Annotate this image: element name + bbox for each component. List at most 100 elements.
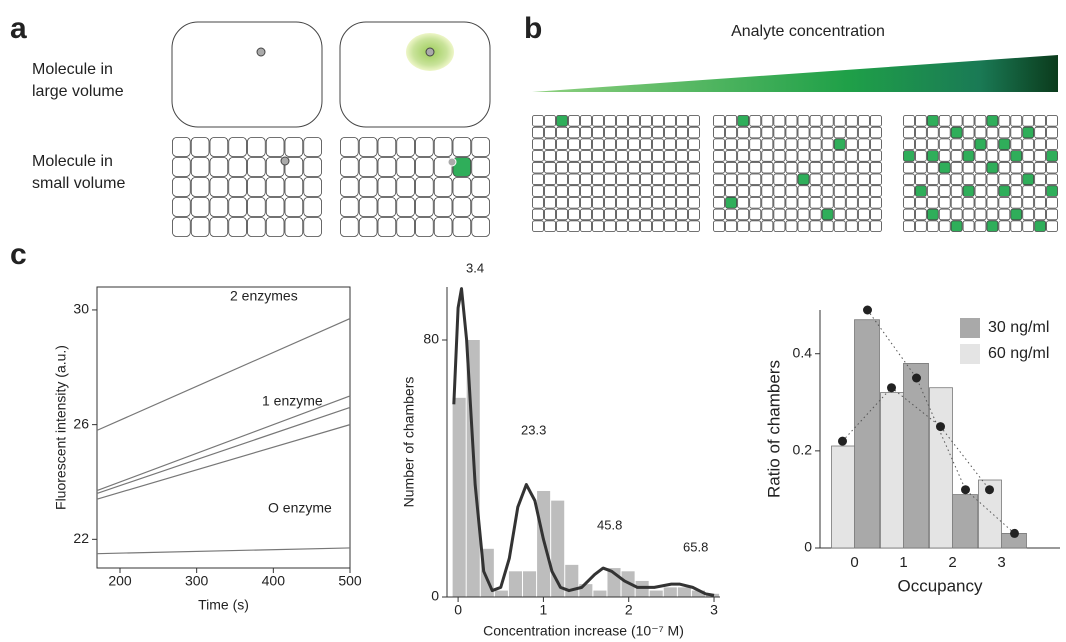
chamber [938, 185, 951, 197]
chamber [640, 208, 652, 221]
chamber [1034, 150, 1046, 162]
chamber [773, 161, 786, 174]
chamber [592, 150, 604, 162]
chamber [833, 115, 846, 127]
chamber [903, 161, 915, 174]
y-tick-label: 0.2 [793, 442, 813, 458]
bar [663, 587, 677, 597]
chamber [616, 138, 628, 150]
chamber [628, 173, 640, 186]
fit-curve [867, 309, 1015, 534]
chamber [1046, 126, 1058, 139]
chamber [915, 150, 927, 162]
chamber [785, 161, 798, 174]
chamber [938, 150, 951, 162]
chamber [1010, 173, 1023, 186]
chamber [833, 161, 846, 174]
x-axis-label: Time (s) [198, 597, 249, 613]
panel-label: b [524, 12, 542, 45]
chamber [962, 138, 975, 150]
chamber [713, 196, 725, 209]
chamber [688, 126, 700, 139]
chamber [785, 220, 798, 232]
chamber [809, 196, 822, 209]
chamber [415, 137, 434, 157]
chamber [998, 161, 1011, 174]
chamber [1022, 150, 1035, 162]
chamber [580, 115, 592, 127]
chamber [532, 220, 544, 232]
chamber [1010, 138, 1023, 150]
chamber [1022, 196, 1035, 209]
chamber [821, 161, 834, 174]
chamber [845, 185, 858, 197]
legend-label: 60 ng/ml [988, 345, 1049, 362]
fit-point [985, 485, 994, 495]
chamber [833, 126, 846, 139]
chamber [340, 177, 359, 197]
chamber [998, 208, 1011, 221]
chamber [190, 137, 210, 157]
chamber [915, 185, 927, 197]
chamber [785, 185, 798, 197]
chamber [974, 220, 987, 232]
chamber [628, 208, 640, 221]
chamber [358, 217, 378, 237]
chamber [938, 126, 951, 139]
chamber [604, 126, 616, 139]
chamber [713, 173, 725, 186]
chamber [903, 126, 915, 139]
chamber [785, 173, 798, 186]
chamber [938, 173, 951, 186]
chamber [340, 157, 359, 177]
chamber [415, 197, 434, 217]
chamber [1010, 126, 1023, 139]
chamber [568, 138, 580, 150]
y-tick-label: 22 [73, 530, 89, 546]
chamber [821, 150, 834, 162]
x-axis-label: Occupancy [897, 576, 983, 595]
bar [452, 397, 466, 597]
bar [831, 445, 855, 549]
y-tick-label: 30 [73, 301, 89, 317]
chamber [986, 138, 999, 150]
chamber [974, 185, 987, 197]
chamber [809, 138, 822, 150]
chamber [761, 115, 774, 127]
chamber [592, 161, 604, 174]
chamber [809, 150, 822, 162]
chamber [628, 220, 640, 232]
chamber [749, 220, 762, 232]
bar [854, 319, 880, 549]
chamber [725, 138, 738, 150]
chamber [303, 157, 322, 177]
panel-label: a [10, 12, 27, 45]
chamber [592, 126, 604, 139]
chamber [821, 185, 834, 197]
molecule [256, 47, 266, 57]
chamber [532, 115, 544, 127]
chamber [628, 150, 640, 162]
chamber [568, 115, 580, 127]
bar [635, 580, 649, 597]
chamber [915, 115, 927, 127]
chamber [396, 157, 415, 177]
chamber [580, 220, 592, 232]
chamber [761, 196, 774, 209]
chamber [1022, 126, 1035, 139]
chamber [915, 208, 927, 221]
chamber [1034, 220, 1046, 232]
chamber [938, 196, 951, 209]
chamber [568, 220, 580, 232]
chamber [358, 177, 378, 197]
chamber [688, 150, 700, 162]
chamber [797, 185, 810, 197]
chamber [228, 217, 247, 237]
chamber [749, 138, 762, 150]
chamber [797, 138, 810, 150]
chamber [1046, 161, 1058, 174]
chamber [377, 137, 397, 157]
chamber [688, 220, 700, 232]
chamber [433, 177, 453, 197]
chamber [1010, 196, 1023, 209]
